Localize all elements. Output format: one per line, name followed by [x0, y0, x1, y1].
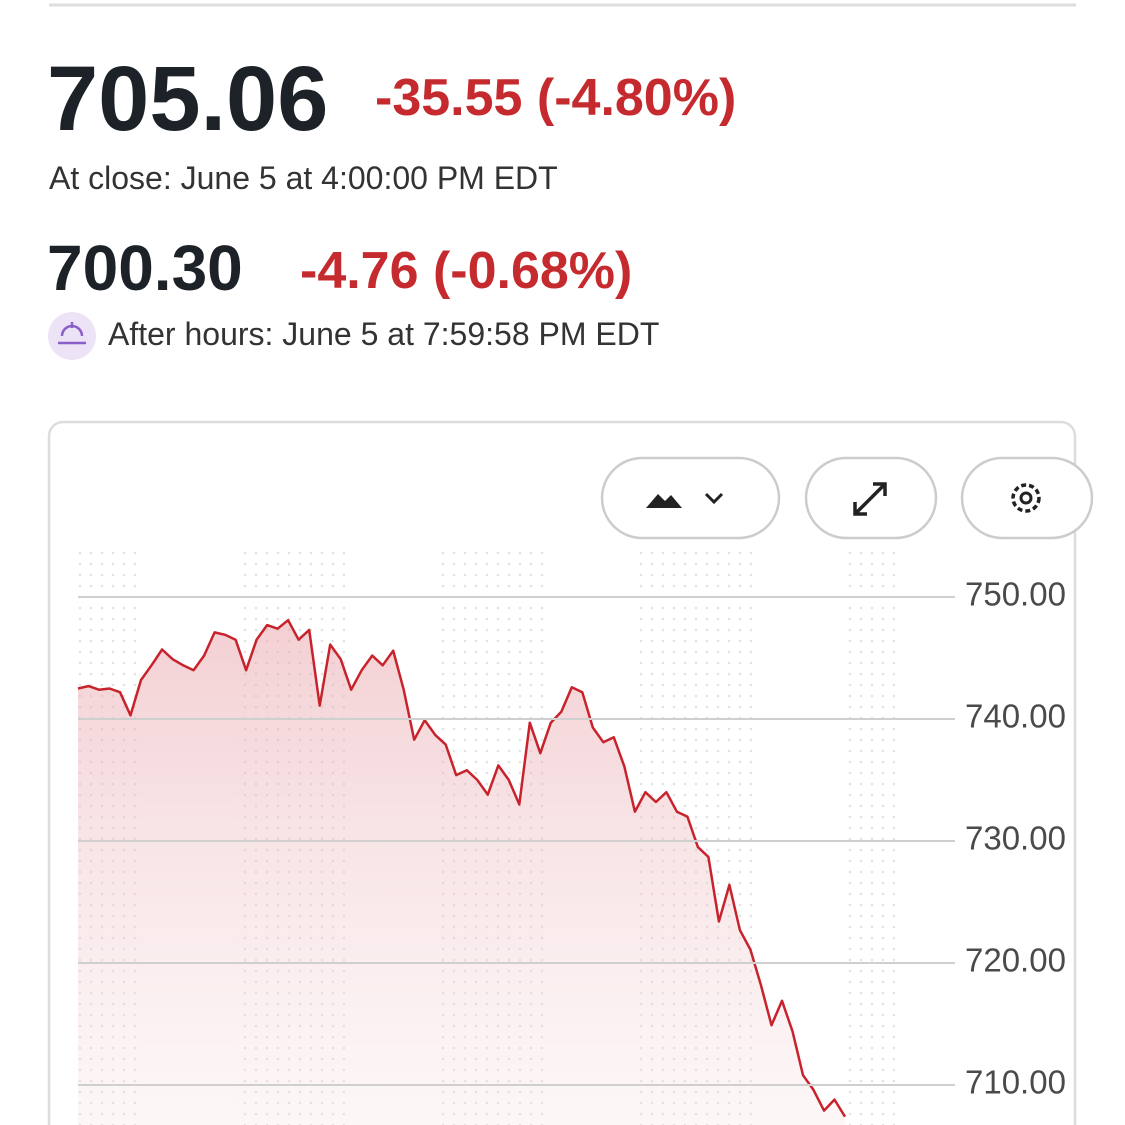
y-tick-label: 740.00 — [965, 698, 1066, 735]
after-price: 700.30 — [47, 232, 243, 304]
y-tick-label: 720.00 — [965, 942, 1066, 979]
chart-type-button[interactable] — [600, 456, 781, 540]
plot — [77, 618, 847, 1125]
after-time: After hours: June 5 at 7:59:58 PM EDT — [108, 316, 659, 352]
price-change: -35.55 (-4.80%) — [375, 69, 736, 127]
area — [78, 620, 845, 1125]
chart-card — [47, 420, 1077, 1125]
y-tick-label: 710.00 — [965, 1064, 1066, 1101]
close-time: At close: June 5 at 4:00:00 PM EDT — [49, 160, 558, 196]
price-line — [77, 618, 847, 1118]
y-tick-label: 750.00 — [965, 576, 1066, 613]
price: 705.06 — [47, 48, 328, 150]
after-hours-icon — [48, 312, 96, 360]
settings-button[interactable] — [960, 456, 1094, 540]
after-change: -4.76 (-0.68%) — [300, 242, 632, 300]
y-tick-label: 730.00 — [965, 820, 1066, 857]
expand-button[interactable] — [804, 456, 938, 540]
